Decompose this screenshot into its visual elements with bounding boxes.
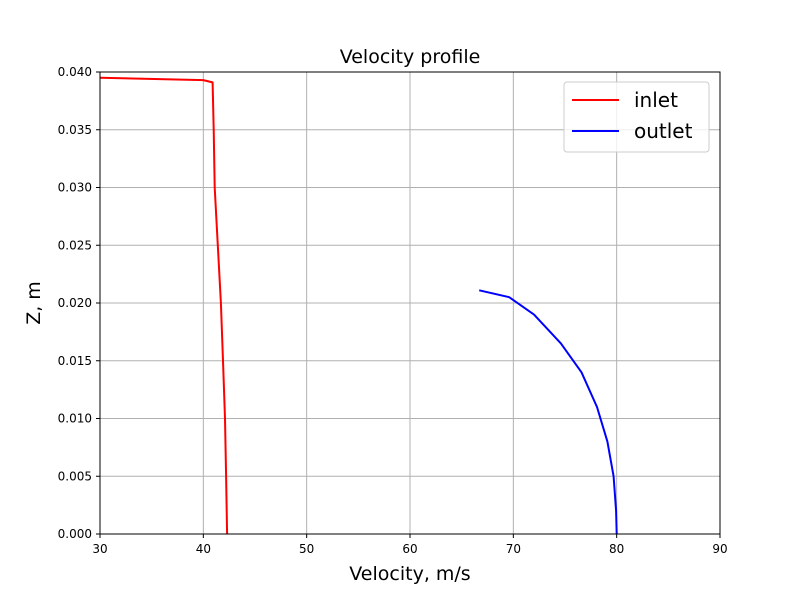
x-tick-label: 50 <box>299 542 314 556</box>
series-line-inlet <box>99 76 229 535</box>
y-tick-label: 0.030 <box>58 181 92 195</box>
series-layer <box>99 76 618 535</box>
x-tick-label: 40 <box>196 542 211 556</box>
y-tick-label: 0.000 <box>58 527 92 541</box>
legend: inlet outlet <box>563 81 710 153</box>
x-axis-label: Velocity, m/s <box>349 563 470 585</box>
legend-label-inlet: inlet <box>634 88 678 112</box>
y-axis-label: Z, m <box>23 281 45 325</box>
x-tick-label: 70 <box>506 542 521 556</box>
y-tick-label: 0.020 <box>58 296 92 310</box>
y-tick-label: 0.015 <box>58 354 92 368</box>
y-tick-label: 0.035 <box>58 123 92 137</box>
ticks: 30 40 50 60 70 80 90 0.000 0.005 0.010 0.015 0.020 0… <box>58 65 728 556</box>
legend-label-outlet: outlet <box>634 119 693 143</box>
series-line-outlet <box>478 289 618 535</box>
y-tick-label: 0.025 <box>58 238 92 252</box>
chart-title: Velocity profile <box>340 46 481 68</box>
x-tick-label: 60 <box>402 542 417 556</box>
y-tick-label: 0.005 <box>58 469 92 483</box>
y-tick-label: 0.010 <box>58 412 92 426</box>
x-tick-label: 30 <box>92 542 107 556</box>
y-tick-label: 0.040 <box>58 65 92 79</box>
x-tick-label: 80 <box>609 542 624 556</box>
x-tick-label: 90 <box>712 542 727 556</box>
